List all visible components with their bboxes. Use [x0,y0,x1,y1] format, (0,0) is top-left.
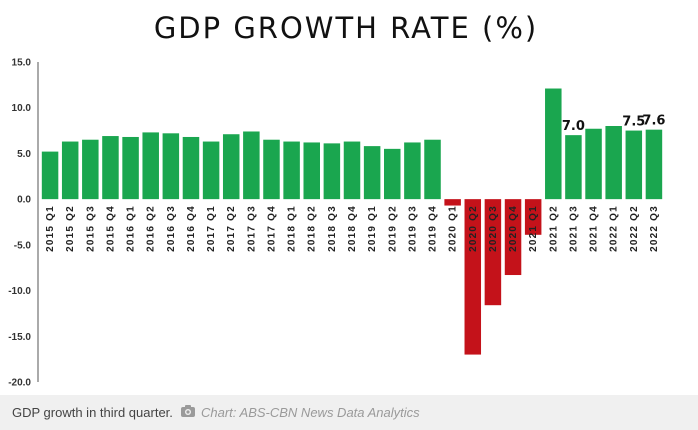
x-tick-label: 2019 Q3 [407,205,418,252]
bar-2021-q1 [524,199,542,235]
x-tick-label: 2015 Q1 [45,205,56,252]
camera-icon [181,405,195,417]
gdp-chart: GDP GROWTH RATE (%) 15.0 10.0 5.0 0.0 -5.0 -1… [8,11,666,389]
y-tick-label: -5.0 [14,240,32,251]
x-tick-label: 2016 Q1 [126,205,137,252]
bar-2016-q1 [122,136,139,200]
bar-2015-q4 [102,136,119,200]
bar-2022-q3 [645,129,663,200]
x-tick-label: 2019 Q4 [428,205,439,252]
x-tick-label: 2017 Q1 [206,205,217,252]
bar-2022-q2 [625,130,643,200]
y-tick-label: -10.0 [8,286,31,297]
bar-2022-q1 [605,126,622,200]
x-tick-label: 2016 Q4 [186,205,197,252]
x-tick-label: 2020 Q2 [468,205,479,252]
x-tick-label: 2017 Q4 [266,205,277,252]
x-tick-label: 2021 Q3 [568,205,579,252]
x-tick-label: 2022 Q1 [609,205,620,252]
bar-2015-q3 [82,139,99,200]
x-tick-label: 2015 Q4 [105,205,116,252]
y-axis: 15.0 10.0 5.0 0.0 -5.0 -10.0 -15.0 -20.0 [8,58,39,389]
x-tick-label: 2017 Q2 [226,205,237,252]
bar-2021-q2 [545,88,562,200]
data-label: 7.5 [622,115,645,130]
x-tick-label: 2018 Q1 [287,205,298,252]
bars [41,88,663,355]
bar-2018-q2 [303,142,320,200]
x-tick-label: 2016 Q3 [166,205,177,252]
bar-2018-q4 [343,141,361,200]
x-tick-label: 2020 Q4 [508,205,519,252]
footer-caption: GDP growth in third quarter. [12,405,173,420]
bar-2018-q1 [283,141,300,200]
bar-2015-q1 [41,151,59,200]
x-tick-label: 2016 Q2 [146,205,157,252]
x-tick-label: 2015 Q2 [65,205,76,252]
x-tick-label: 2020 Q3 [488,205,499,252]
bar-2020-q2 [464,199,482,355]
footer-credit: Chart: ABS-CBN News Data Analytics [201,405,420,420]
bar-2020-q3 [484,199,502,306]
x-tick-label: 2015 Q3 [85,205,96,252]
data-label: 7.6 [642,114,665,129]
bar-2016-q2 [142,132,159,200]
x-tick-label: 2022 Q2 [629,205,640,252]
x-tick-label: 2021 Q4 [589,205,600,252]
bar-2019-q2 [384,148,401,200]
x-tick-label: 2021 Q1 [528,205,539,252]
x-tick-label: 2018 Q4 [347,205,358,252]
chart-title: GDP GROWTH RATE (%) [154,11,538,45]
x-tick-label: 2019 Q2 [387,205,398,252]
bar-2016-q3 [162,133,180,200]
data-label: 7.0 [562,119,585,134]
chart-footer: GDP growth in third quarter. Chart: ABS-… [0,395,698,430]
y-tick-label: 10.0 [12,103,32,114]
x-tick-label: 2022 Q3 [649,205,660,252]
x-axis-labels: 2015 Q1 2015 Q2 2015 Q3 2015 Q4 2016 Q1 2016 … [45,205,660,252]
y-tick-label: 15.0 [12,58,32,69]
bar-2016-q4 [182,136,200,200]
bar-2021-q3 [565,135,582,200]
x-tick-label: 2018 Q3 [327,205,338,252]
y-tick-label: 5.0 [17,149,31,160]
x-tick-label: 2017 Q3 [246,205,257,252]
bar-2019-q1 [363,146,381,200]
bar-2019-q3 [404,142,421,200]
y-tick-label: -15.0 [8,332,31,343]
bar-2017-q4 [263,139,280,200]
bar-2017-q3 [243,131,260,200]
x-tick-label: 2020 Q1 [448,205,459,252]
bar-2017-q2 [222,134,240,200]
bar-2015-q2 [61,141,79,200]
x-tick-label: 2021 Q2 [548,205,559,252]
bar-2021-q4 [585,128,602,200]
bar-2018-q3 [323,143,341,200]
x-tick-label: 2019 Q1 [367,205,378,252]
bar-2020-q1 [444,199,461,206]
y-tick-label: -20.0 [8,378,31,389]
bar-2017-q1 [202,141,220,200]
bar-2019-q4 [424,139,441,200]
y-tick-label: 0.0 [17,195,31,206]
x-tick-label: 2018 Q2 [307,205,318,252]
bar-2020-q4 [504,199,522,276]
data-labels: 7.0 7.57.6 [562,114,666,134]
